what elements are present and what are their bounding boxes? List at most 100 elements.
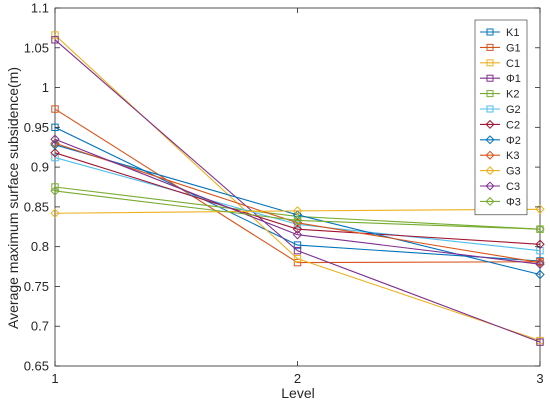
series-line bbox=[54, 108, 541, 264]
series-line bbox=[54, 142, 541, 264]
y-tick-label: 0.75 bbox=[24, 279, 49, 294]
data-point bbox=[535, 259, 545, 269]
legend-label: G2 bbox=[506, 104, 521, 116]
series-C3 bbox=[50, 134, 545, 269]
legend-label: Φ1 bbox=[506, 73, 521, 85]
series-C2 bbox=[50, 148, 545, 249]
data-point bbox=[293, 258, 302, 267]
data-point bbox=[535, 204, 545, 214]
series-G3 bbox=[50, 204, 545, 218]
legend-label: C3 bbox=[506, 181, 520, 193]
legend-item-Φ1: Φ1 bbox=[480, 73, 521, 85]
y-axis: 0.65 0.7 0.75 0.8 0.85 0.9 0.95 1 1.05 1.1 bbox=[24, 1, 540, 374]
data-point bbox=[51, 31, 59, 39]
y-axis-title: Average maximum surface subsidence(m) bbox=[5, 67, 21, 329]
data-point bbox=[535, 257, 545, 268]
data-point bbox=[292, 224, 303, 234]
data-point bbox=[293, 241, 302, 249]
y-tick-label: 0.7 bbox=[31, 319, 49, 334]
x-tick-label: 3 bbox=[536, 371, 543, 386]
data-point bbox=[50, 140, 60, 150]
legend-item-G3: G3 bbox=[480, 166, 521, 178]
series-line bbox=[54, 138, 541, 265]
legend-item-C3: C3 bbox=[480, 181, 520, 193]
x-tick-label: 1 bbox=[51, 371, 58, 386]
legend-label: G3 bbox=[506, 166, 521, 178]
data-point bbox=[535, 239, 545, 249]
series-line bbox=[54, 152, 541, 245]
legend-label: C1 bbox=[506, 58, 520, 70]
series-line bbox=[54, 190, 541, 230]
data-point bbox=[485, 166, 495, 176]
legend-item-G2: G2 bbox=[480, 104, 521, 116]
y-tick-label: 0.8 bbox=[31, 239, 49, 254]
data-point bbox=[292, 230, 303, 240]
legend-item-Φ3: Φ3 bbox=[480, 196, 521, 208]
data-point bbox=[536, 338, 544, 346]
y-tick-label: 1.1 bbox=[31, 1, 49, 16]
y-tick-label: 0.95 bbox=[24, 120, 49, 135]
series-Φ1 bbox=[51, 36, 544, 346]
data-point bbox=[535, 224, 545, 234]
data-point bbox=[293, 246, 302, 255]
data-point bbox=[51, 153, 59, 162]
data-point bbox=[293, 220, 302, 229]
data-point bbox=[486, 59, 494, 67]
data-point bbox=[536, 246, 544, 255]
data-point bbox=[485, 181, 495, 191]
series-line bbox=[54, 208, 541, 214]
data-point bbox=[50, 186, 60, 196]
data-point bbox=[486, 105, 494, 113]
legend-label: G1 bbox=[506, 42, 521, 54]
data-point bbox=[485, 135, 495, 145]
data-point bbox=[485, 119, 495, 129]
legend-label: Φ3 bbox=[506, 196, 521, 208]
legend-item-G1: G1 bbox=[480, 42, 521, 54]
plot-frame bbox=[54, 7, 541, 367]
x-tick-label: 2 bbox=[294, 371, 301, 386]
data-point bbox=[292, 215, 303, 226]
legend-item-K3: K3 bbox=[480, 150, 519, 162]
legend-item-C2: C2 bbox=[480, 119, 520, 131]
y-tick-label: 1.05 bbox=[24, 40, 49, 55]
legend-item-K2: K2 bbox=[480, 89, 519, 101]
data-point bbox=[50, 138, 60, 148]
data-point bbox=[535, 269, 545, 280]
legend-item-K1: K1 bbox=[480, 27, 519, 39]
data-point bbox=[292, 206, 303, 216]
y-tick-label: 0.9 bbox=[31, 160, 49, 175]
series-line bbox=[54, 39, 541, 343]
data-point bbox=[486, 90, 494, 98]
data-point bbox=[293, 254, 302, 263]
plot-area bbox=[54, 7, 541, 367]
data-point bbox=[485, 196, 495, 206]
legend: K1 G1 C1 Φ1 K2 G2 C2 Φ2 K3 G3 C3 Φ3 bbox=[474, 19, 528, 216]
legend-label: Φ2 bbox=[506, 135, 521, 147]
x-axis-title: Level bbox=[281, 385, 314, 401]
legend-label: K2 bbox=[506, 89, 519, 101]
data-point bbox=[50, 148, 60, 158]
data-point bbox=[293, 212, 302, 221]
series-lines bbox=[50, 31, 545, 346]
legend-label: C2 bbox=[506, 119, 520, 131]
data-point bbox=[51, 36, 59, 44]
y-tick-label: 1 bbox=[42, 80, 49, 95]
y-tick-label: 0.85 bbox=[24, 199, 49, 214]
data-point bbox=[486, 43, 494, 51]
data-point bbox=[486, 74, 494, 82]
series-line bbox=[54, 126, 541, 262]
legend-label: K3 bbox=[506, 150, 519, 162]
data-point bbox=[51, 105, 59, 113]
data-point bbox=[50, 208, 60, 218]
legend-item-C1: C1 bbox=[480, 58, 520, 70]
data-point bbox=[50, 134, 60, 144]
data-point bbox=[51, 183, 59, 191]
legend-item-Φ2: Φ2 bbox=[480, 135, 521, 147]
series-Φ3 bbox=[50, 186, 545, 234]
legend-box bbox=[474, 19, 528, 216]
data-point bbox=[486, 28, 494, 36]
y-tick-label: 0.65 bbox=[24, 359, 49, 374]
x-axis: 1 2 3 bbox=[51, 8, 544, 386]
legend-label: K1 bbox=[506, 27, 519, 39]
